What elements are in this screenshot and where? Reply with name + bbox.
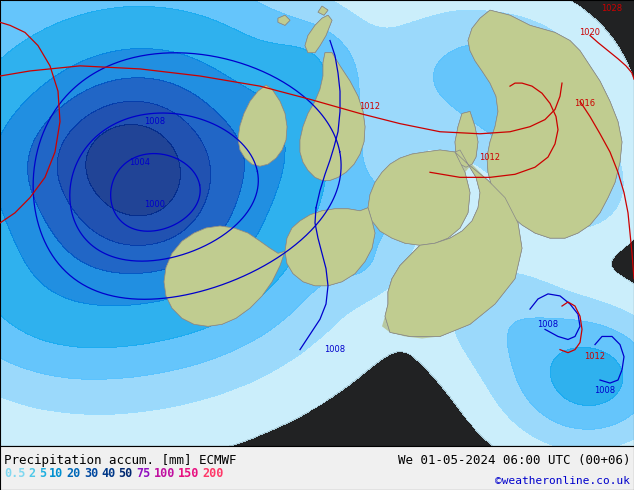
Text: 1028: 1028 (602, 3, 623, 13)
Text: Precipitation accum. [mm] ECMWF: Precipitation accum. [mm] ECMWF (4, 454, 236, 467)
Text: 1008: 1008 (595, 386, 616, 394)
Polygon shape (305, 15, 332, 53)
Text: 200: 200 (203, 467, 224, 481)
Polygon shape (468, 10, 622, 238)
Text: 1012: 1012 (479, 152, 500, 162)
Text: 1008: 1008 (145, 117, 165, 126)
Polygon shape (385, 150, 522, 337)
Text: 150: 150 (178, 467, 199, 481)
Polygon shape (368, 150, 520, 339)
Text: 1012: 1012 (359, 102, 380, 111)
Polygon shape (278, 15, 290, 25)
Polygon shape (385, 150, 522, 337)
Text: 1004: 1004 (129, 158, 150, 167)
Text: 1012: 1012 (585, 352, 605, 361)
Text: 0.5: 0.5 (4, 467, 25, 481)
Text: 75: 75 (136, 467, 150, 481)
Polygon shape (300, 53, 365, 180)
Text: 20: 20 (67, 467, 81, 481)
Text: ©weatheronline.co.uk: ©weatheronline.co.uk (495, 476, 630, 486)
Text: 5: 5 (39, 467, 46, 481)
Polygon shape (318, 6, 328, 15)
Polygon shape (300, 53, 365, 180)
Text: 1008: 1008 (325, 345, 346, 354)
Polygon shape (455, 112, 478, 167)
Polygon shape (238, 85, 287, 166)
Polygon shape (164, 226, 285, 326)
Text: 100: 100 (153, 467, 175, 481)
Text: 1008: 1008 (538, 320, 559, 329)
Polygon shape (368, 150, 470, 245)
Polygon shape (278, 15, 290, 25)
Text: 1020: 1020 (579, 28, 600, 37)
Text: We 01-05-2024 06:00 UTC (00+06): We 01-05-2024 06:00 UTC (00+06) (398, 454, 630, 467)
Polygon shape (455, 112, 478, 167)
Polygon shape (388, 245, 444, 319)
Text: 1000: 1000 (145, 200, 165, 209)
Text: 30: 30 (84, 467, 98, 481)
Polygon shape (368, 150, 470, 245)
Text: 10: 10 (49, 467, 63, 481)
Polygon shape (164, 226, 285, 326)
Polygon shape (238, 85, 287, 166)
Text: 50: 50 (119, 467, 133, 481)
Polygon shape (285, 208, 375, 286)
Polygon shape (318, 6, 328, 15)
Polygon shape (285, 208, 375, 286)
Text: 1016: 1016 (574, 99, 595, 108)
Polygon shape (468, 10, 622, 238)
Text: 40: 40 (101, 467, 115, 481)
Polygon shape (305, 15, 332, 53)
Text: 2: 2 (29, 467, 36, 481)
